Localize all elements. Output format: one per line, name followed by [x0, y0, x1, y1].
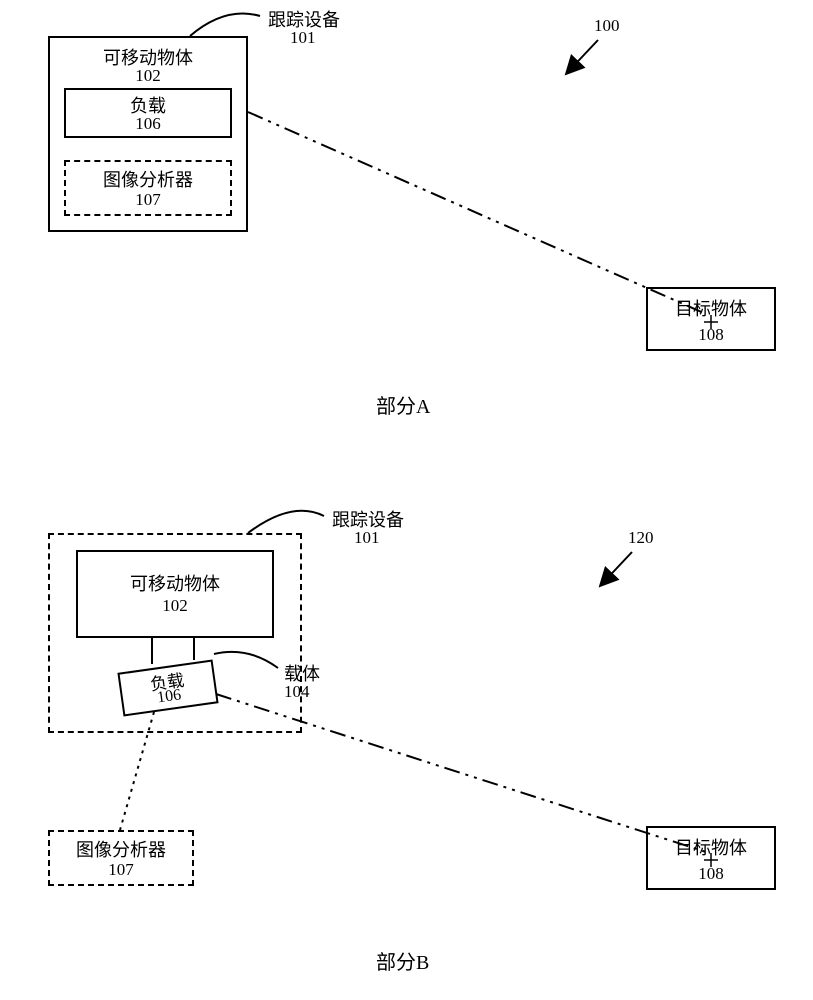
- target-object-number-b: 108: [648, 864, 774, 884]
- movable-object-label-b: 可移动物体: [78, 570, 272, 596]
- image-analyzer-number-b: 107: [50, 860, 192, 880]
- carrier-number-b: 104: [284, 682, 310, 702]
- movable-object-box-b: 可移动物体 102: [76, 550, 274, 638]
- tracking-device-number-b: 101: [354, 528, 380, 548]
- image-analyzer-label-a: 图像分析器: [66, 166, 230, 192]
- section-label-b: 部分B: [376, 946, 429, 975]
- section-label-a: 部分A: [376, 390, 430, 419]
- payload-box-a: 负载 106: [64, 88, 232, 138]
- target-object-box-b: 目标物体 108: [646, 826, 776, 890]
- image-analyzer-label-b: 图像分析器: [50, 836, 192, 862]
- diagram-canvas: 可移动物体 102 负载 106 图像分析器 107 目标物体 108 跟踪设备…: [0, 0, 813, 1000]
- target-object-label-b: 目标物体: [648, 834, 774, 860]
- ref-marker-a: 100: [594, 16, 620, 36]
- tracking-device-number-a: 101: [290, 28, 316, 48]
- target-object-box-a: 目标物体 108: [646, 287, 776, 351]
- target-object-label-a: 目标物体: [648, 295, 774, 321]
- image-analyzer-box-b: 图像分析器 107: [48, 830, 194, 886]
- image-analyzer-number-a: 107: [66, 190, 230, 210]
- image-analyzer-box-a: 图像分析器 107: [64, 160, 232, 216]
- payload-number-a: 106: [66, 114, 230, 134]
- movable-object-number-b: 102: [78, 596, 272, 616]
- target-object-number-a: 108: [648, 325, 774, 345]
- movable-object-number-a: 102: [50, 66, 246, 86]
- ref-marker-b: 120: [628, 528, 654, 548]
